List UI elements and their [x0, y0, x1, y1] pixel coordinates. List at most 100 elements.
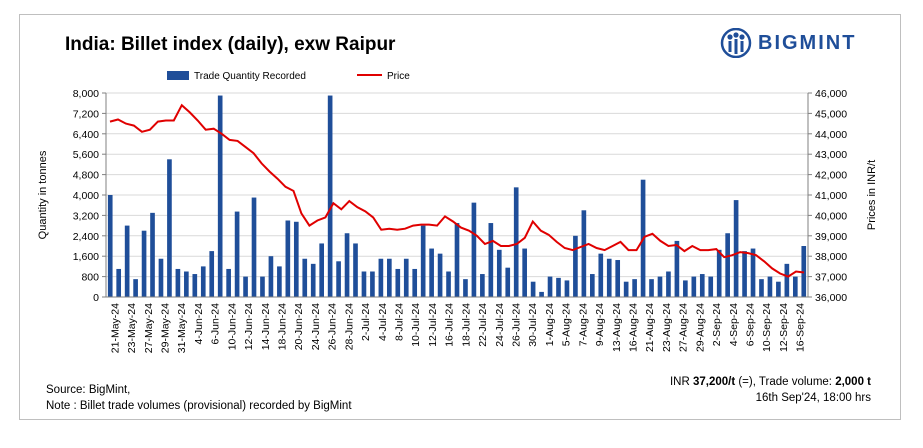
- bar: [573, 235, 578, 297]
- bar: [606, 258, 612, 297]
- bar: [175, 268, 181, 297]
- summary-price: 37,200/t: [692, 376, 736, 388]
- bar: [666, 271, 671, 297]
- note-text: Note : Billet trade volumes (provisional…: [46, 400, 352, 412]
- bar: [759, 279, 764, 297]
- legend-line-label: Price: [387, 71, 410, 82]
- bar: [716, 249, 722, 297]
- bar: [310, 263, 316, 297]
- y-left-tick-label: 2,400: [73, 231, 99, 243]
- y-right-axis-label: Prices in INR/t: [866, 160, 878, 230]
- price-line: [109, 103, 805, 278]
- x-tick-label: 6-Jun-24: [210, 303, 222, 345]
- x-tick-label: 21-May-24: [109, 303, 121, 353]
- bar: [564, 280, 570, 297]
- y-right-tick-labels: 36,000 37,000 38,000 39,000 40,000 41,000 42,0…: [815, 88, 847, 304]
- bar: [513, 187, 519, 297]
- x-tick-label: 5-Aug-24: [561, 303, 573, 346]
- bar: [327, 95, 333, 297]
- bar-series: [107, 95, 807, 297]
- bar: [581, 210, 587, 297]
- bar: [344, 233, 350, 297]
- bar: [589, 274, 595, 297]
- bar: [708, 276, 714, 297]
- bar: [649, 279, 654, 297]
- bar: [454, 223, 460, 297]
- chart-title: India: Billet index (daily), exw Raipur: [65, 34, 396, 55]
- x-tick-label: 27-Aug-24: [678, 303, 690, 352]
- summary-mid: (=), Trade volume:: [735, 376, 836, 388]
- bar: [302, 258, 308, 297]
- x-tick-label: 10-Sep-24: [761, 303, 773, 352]
- bar: [437, 253, 443, 297]
- bar: [251, 197, 257, 297]
- x-tick-label: 18-Jun-24: [277, 303, 289, 350]
- x-tick-label: 27-May-24: [143, 303, 155, 353]
- y-right-tick-label: 36,000: [815, 292, 847, 304]
- x-tick-label: 23-May-24: [126, 303, 138, 353]
- x-tick-label: 28-Jun-24: [343, 303, 355, 350]
- summary-date: 16th Sep'24, 18:00 hrs: [755, 392, 871, 404]
- bar: [226, 268, 231, 297]
- x-tick-label: 2-Jul-24: [360, 303, 372, 341]
- y-left-tick-labels: 0 800 1,600 2,400 3,200 4,000 4,800 5,600 6,400 7…: [73, 88, 99, 304]
- x-tick-label: 23-Aug-24: [661, 303, 673, 352]
- bar: [725, 233, 730, 297]
- bar: [420, 225, 426, 297]
- bar: [124, 225, 130, 297]
- x-tick-label: 12-Jun-24: [243, 303, 255, 350]
- x-tick-label: 13-Aug-24: [611, 303, 623, 352]
- y-left-tick-label: 0: [93, 292, 99, 304]
- bar: [395, 268, 401, 297]
- x-tick-label: 2-Sep-24: [711, 303, 723, 346]
- bar: [496, 249, 502, 297]
- x-tick-label: 10-Jun-24: [226, 303, 238, 350]
- summary-volume: 2,000 t: [835, 376, 871, 388]
- bar: [234, 211, 240, 297]
- y-right-tick-label: 37,000: [815, 272, 847, 284]
- bar: [116, 268, 122, 297]
- y-left-tick-label: 800: [81, 272, 99, 284]
- bar: [319, 243, 325, 297]
- chart-frame: [19, 14, 901, 420]
- bar: [268, 256, 274, 297]
- bar: [733, 200, 739, 297]
- bar: [133, 279, 138, 297]
- x-tick-label: 20-Jun-24: [293, 303, 305, 350]
- bar: [547, 276, 553, 297]
- bar: [488, 223, 494, 297]
- bar: [530, 281, 536, 297]
- bar: [167, 159, 172, 297]
- x-tick-label: 18-Jul-24: [460, 303, 472, 347]
- bar: [792, 276, 798, 297]
- y-left-tick-label: 5,600: [73, 149, 99, 161]
- x-tick-label: 9-Aug-24: [594, 303, 606, 346]
- x-tick-label: 8-Jul-24: [394, 303, 406, 341]
- bar: [150, 212, 155, 297]
- summary-prefix: INR: [669, 376, 693, 388]
- bar: [277, 266, 282, 297]
- source-text: Source: BigMint,: [46, 384, 131, 396]
- bar: [387, 258, 392, 297]
- y-left-tick-label: 8,000: [73, 88, 99, 100]
- y-right-tick-label: 40,000: [815, 210, 847, 222]
- bar: [353, 243, 358, 297]
- bar: [556, 277, 561, 297]
- y-left-axis-label: Quantity in tonnes: [37, 150, 49, 239]
- bar: [632, 279, 637, 297]
- y-left-tick-label: 4,000: [73, 190, 99, 202]
- x-tick-label: 24-Jun-24: [310, 303, 322, 350]
- y-left-tick-label: 1,600: [73, 251, 99, 263]
- x-tick-label: 4-Jun-24: [193, 303, 205, 345]
- x-tick-label: 31-May-24: [176, 303, 188, 353]
- x-tick-label: 21-Aug-24: [644, 303, 656, 352]
- bar: [623, 281, 629, 297]
- y-left-tick-label: 7,200: [73, 108, 99, 120]
- legend: Trade Quantity Recorded Price: [167, 71, 410, 82]
- x-tick-label: 6-Sep-24: [745, 303, 757, 346]
- axes: [102, 92, 812, 298]
- x-tick-label: 30-Jul-24: [527, 303, 539, 347]
- bar: [657, 276, 663, 297]
- x-tick-label: 22-Jul-24: [477, 303, 489, 347]
